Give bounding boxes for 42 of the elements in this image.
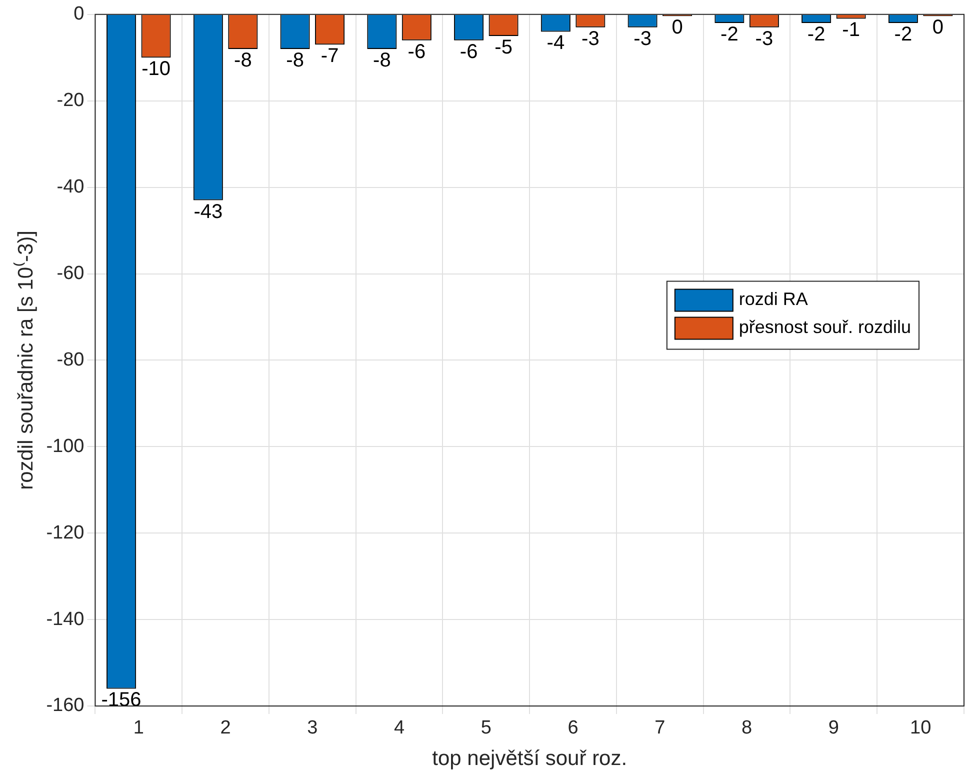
x-tick-label: 5 xyxy=(480,718,492,739)
y-tick-label: -140 xyxy=(46,608,84,630)
data-label: -6 xyxy=(408,40,426,63)
legend-label: rozdi RA xyxy=(738,289,808,310)
data-label: -2 xyxy=(720,24,738,46)
x-tick-label: 6 xyxy=(568,718,578,739)
x-tick-label: 10 xyxy=(910,718,932,739)
data-label: -3 xyxy=(582,28,600,50)
y-tick-label: -40 xyxy=(56,176,84,198)
x-tick-label: 3 xyxy=(307,718,318,739)
data-label: -4 xyxy=(546,32,565,54)
y-tick-label: -100 xyxy=(46,436,84,457)
data-label: -8 xyxy=(286,49,304,72)
data-label: 0 xyxy=(932,16,944,39)
y-tick-label: -20 xyxy=(56,90,84,112)
y-tick-label: -160 xyxy=(46,695,84,716)
x-tick-label: 2 xyxy=(220,718,231,739)
data-label: -3 xyxy=(634,28,652,50)
x-tick-label: 1 xyxy=(133,718,144,739)
x-tick-label: 7 xyxy=(654,718,666,739)
data-label: 0 xyxy=(672,16,683,39)
data-label: -2 xyxy=(807,24,826,46)
data-label: -6 xyxy=(460,40,478,63)
data-label: -2 xyxy=(894,24,912,46)
data-label: -5 xyxy=(494,36,512,59)
data-label: -10 xyxy=(142,58,170,80)
y-axis-title: rozdil souřadnic ra [s 10⁽-3)] xyxy=(12,230,38,490)
x-tick-label: 8 xyxy=(742,718,752,739)
data-label: -8 xyxy=(234,49,252,72)
data-label: -3 xyxy=(755,28,774,50)
x-tick-label: 4 xyxy=(394,718,406,739)
data-label: -43 xyxy=(194,200,223,223)
y-tick-label: -80 xyxy=(56,349,84,370)
y-tick-label: -60 xyxy=(56,262,84,284)
data-label: -1 xyxy=(842,19,860,42)
y-tick-label: 0 xyxy=(74,4,84,25)
x-axis-title: top největší souř roz. xyxy=(432,747,628,770)
data-label: -8 xyxy=(373,49,391,72)
data-label: -7 xyxy=(320,45,339,68)
legend-label: přesnost souř. rozdilu xyxy=(738,317,912,338)
y-tick-label: -120 xyxy=(46,522,84,544)
x-tick-label: 9 xyxy=(828,718,839,739)
